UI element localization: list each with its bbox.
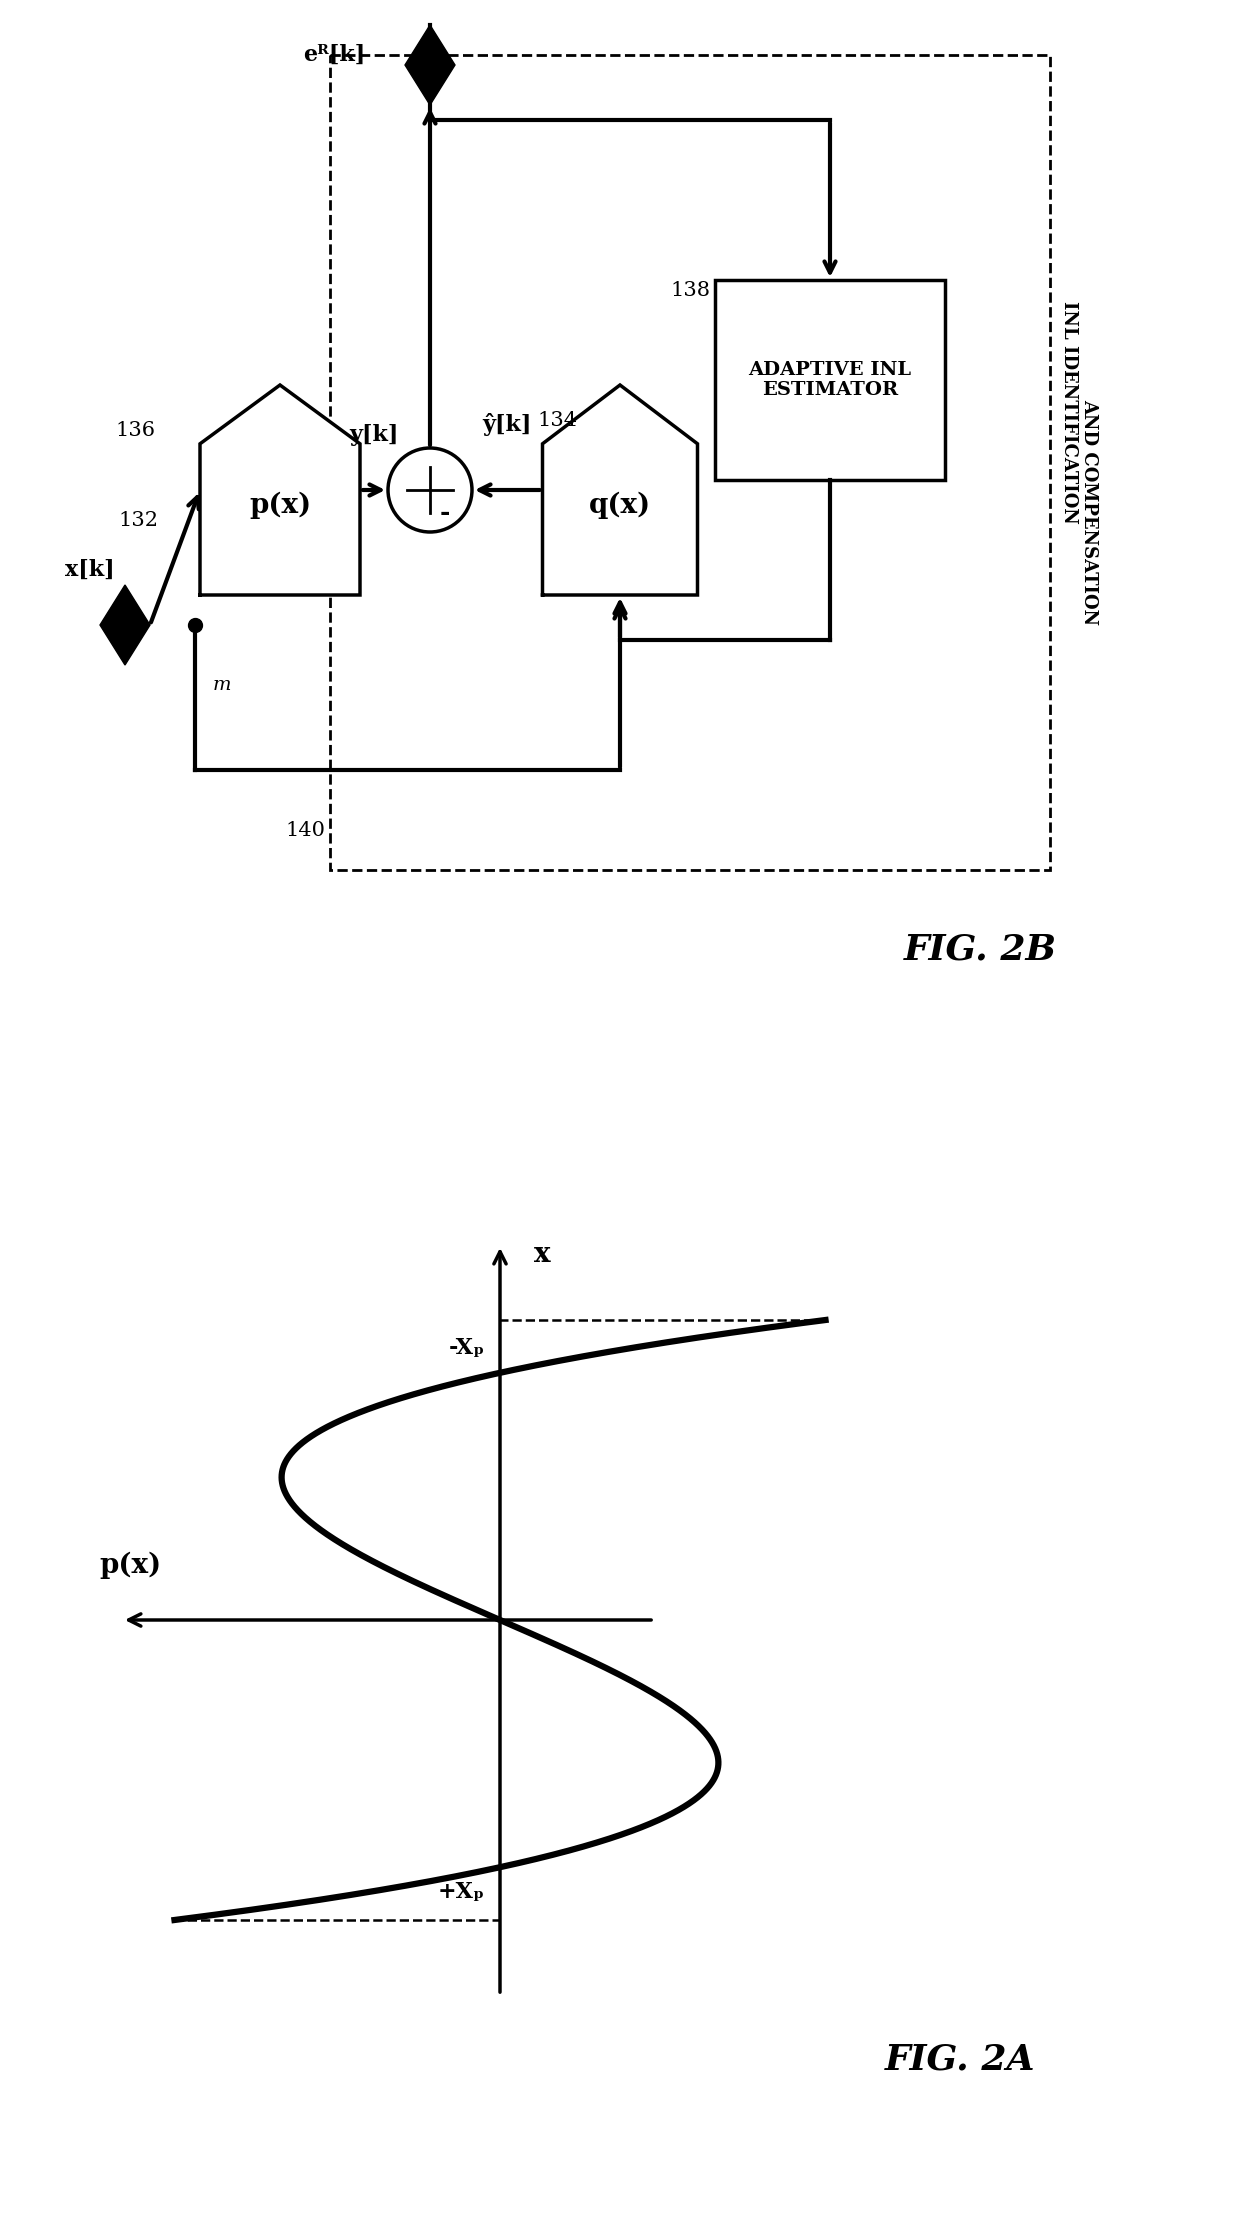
Text: q(x): q(x) [589,493,651,519]
Text: 140: 140 [285,821,325,839]
Text: 134: 134 [537,411,577,430]
Text: p(x): p(x) [249,493,311,519]
Text: 138: 138 [670,280,711,300]
Text: y[k]: y[k] [350,424,399,446]
Text: -Xₚ: -Xₚ [449,1338,485,1358]
Text: x[k]: x[k] [66,559,115,581]
Text: p(x): p(x) [99,1551,161,1578]
Text: ADAPTIVE INL
ESTIMATOR: ADAPTIVE INL ESTIMATOR [749,362,911,399]
Text: m: m [213,677,232,695]
Polygon shape [200,386,360,595]
Text: INL IDENTIFICATION: INL IDENTIFICATION [1060,302,1078,524]
Text: ŷ[k]: ŷ[k] [482,413,532,437]
Text: 136: 136 [115,419,155,439]
Text: 132: 132 [118,510,157,530]
Circle shape [388,448,472,533]
Text: eᴿ[k]: eᴿ[k] [303,44,365,67]
Polygon shape [543,386,697,595]
Text: AND COMPENSATION: AND COMPENSATION [1080,399,1097,626]
Text: FIG. 2A: FIG. 2A [885,2044,1035,2077]
Text: FIG. 2B: FIG. 2B [904,932,1056,967]
Text: -: - [439,501,450,526]
Polygon shape [405,24,455,104]
Text: x: x [533,1240,551,1267]
Text: +Xₚ: +Xₚ [438,1882,485,1904]
FancyBboxPatch shape [715,280,945,479]
Polygon shape [100,586,150,666]
